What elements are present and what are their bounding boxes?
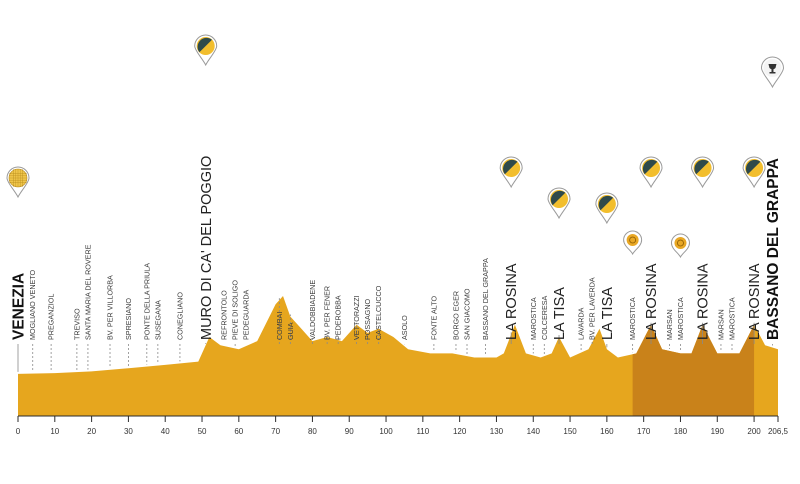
place-label: BORGO EGER bbox=[451, 291, 460, 340]
place-label: SAN GIACOMO bbox=[463, 288, 472, 340]
sprint-icon bbox=[626, 234, 639, 246]
sprint-pin bbox=[670, 233, 690, 259]
finish-pin bbox=[760, 56, 784, 89]
place-label: SPRESIANO bbox=[124, 298, 133, 340]
sprint-icon-ring bbox=[677, 239, 684, 247]
place-label: PREGANZIOL bbox=[47, 294, 56, 340]
x-tick-label: 30 bbox=[124, 427, 133, 436]
climb-pin bbox=[742, 156, 766, 189]
sprint-pin bbox=[623, 230, 643, 256]
x-tick-label: 60 bbox=[234, 427, 243, 436]
elevation-area bbox=[18, 296, 778, 416]
place-label: COLCERESA bbox=[540, 295, 549, 340]
x-tick-label: 0 bbox=[16, 427, 21, 436]
place-label: COMBAI bbox=[275, 312, 284, 340]
place-label: LA TISA bbox=[552, 287, 568, 340]
place-label: TREVISO bbox=[72, 308, 81, 340]
x-tick-label: 200 bbox=[747, 427, 761, 436]
climb-pin bbox=[691, 156, 715, 189]
climb-pin bbox=[639, 156, 663, 189]
place-markers: VENEZIA MOGLIANO VENETO PREGANZIOL TREVISO S… bbox=[10, 156, 782, 372]
place-label: SANTA MARIA DEL ROVERE bbox=[83, 244, 92, 340]
climb-icon-mountain bbox=[745, 159, 761, 175]
x-tick-label: 170 bbox=[637, 427, 651, 436]
place-label: PONTE DELLA PRIULA bbox=[142, 263, 151, 340]
place-label: MAROSTICA bbox=[628, 297, 637, 340]
x-tick-label: 160 bbox=[600, 427, 614, 436]
x-tick-label: 180 bbox=[674, 427, 688, 436]
x-tick-label: 100 bbox=[379, 427, 393, 436]
place-label: BASSANO DEL GRAPPA bbox=[765, 158, 782, 340]
x-axis-ticks: 0 10 20 30 40 50 60 70 80 90 100 110 120 130 140 150 160… bbox=[16, 416, 789, 436]
place-label: VALDOBBIADENE bbox=[308, 280, 317, 340]
trophy-icon bbox=[768, 64, 777, 70]
place-label: BV. PER FENER bbox=[323, 286, 332, 340]
trophy-base bbox=[769, 72, 776, 74]
climb-pin bbox=[595, 192, 619, 225]
circuit-area-path bbox=[632, 324, 755, 416]
x-tick-label: 50 bbox=[198, 427, 207, 436]
climb-pin bbox=[499, 156, 523, 189]
x-tick-label: 10 bbox=[50, 427, 59, 436]
place-label: SUSEGANA bbox=[153, 300, 162, 340]
x-tick-label: 70 bbox=[271, 427, 280, 436]
place-label: VETTORAZZI bbox=[352, 295, 361, 340]
place-label: POSSAGNO bbox=[363, 298, 372, 340]
x-tick-label: 90 bbox=[345, 427, 354, 436]
place-label: LA TISA bbox=[600, 287, 616, 340]
place-label: REFRONTOLO bbox=[220, 290, 229, 340]
place-label: LA ROSINA bbox=[504, 263, 520, 340]
trophy-stem bbox=[771, 69, 774, 72]
place-label: BASSANO DEL GRAPPA bbox=[481, 258, 490, 340]
place-label: BV. PER VILLORBA bbox=[106, 275, 115, 340]
x-tick-label: 130 bbox=[490, 427, 504, 436]
place-label: ASOLO bbox=[400, 315, 409, 340]
climb-icon-mountain bbox=[598, 195, 614, 211]
x-tick-label: 190 bbox=[711, 427, 725, 436]
place-label: MAROSTICA bbox=[728, 297, 737, 340]
sprint-icon bbox=[674, 237, 687, 249]
x-tick-label: 20 bbox=[87, 427, 96, 436]
place-label: LA ROSINA bbox=[747, 263, 763, 340]
place-label: VENEZIA bbox=[10, 273, 27, 340]
place-label: MARSAN bbox=[665, 309, 674, 340]
climb-pins bbox=[6, 34, 784, 259]
place-label: PEDEROBBA bbox=[334, 295, 343, 340]
x-tick-label: 206,5 bbox=[768, 427, 789, 436]
place-label: FONTE ALTO bbox=[429, 296, 438, 340]
start-pin bbox=[6, 166, 30, 199]
x-tick-label: 150 bbox=[563, 427, 577, 436]
x-tick-label: 80 bbox=[308, 427, 317, 436]
place-label: BV. PER LAVERDA bbox=[588, 277, 597, 340]
place-label: PIEVE DI SOLIGO bbox=[231, 280, 240, 340]
x-tick-label: 120 bbox=[453, 427, 467, 436]
place-label: CASTELCUCCO bbox=[374, 285, 383, 340]
x-tick-label: 140 bbox=[527, 427, 541, 436]
climb-pin bbox=[194, 34, 218, 67]
x-tick-label: 40 bbox=[161, 427, 170, 436]
place-label: MOGLIANO VENETO bbox=[28, 269, 37, 340]
climb-icon-mountain bbox=[642, 159, 658, 175]
place-label: PEDEGUARDA bbox=[242, 289, 251, 340]
place-label: MARSAN bbox=[716, 309, 725, 340]
climb-icon-mountain bbox=[550, 190, 566, 206]
place-label: MAROSTICA bbox=[529, 297, 538, 340]
place-label: LA ROSINA bbox=[644, 263, 660, 340]
place-label: LAVARDA bbox=[577, 307, 586, 340]
place-label: CONEGLIANO bbox=[175, 292, 184, 340]
place-label: MAROSTICA bbox=[676, 297, 685, 340]
climb-icon-mountain bbox=[503, 159, 518, 175]
climb-icon-mountain bbox=[197, 37, 212, 53]
elevation-area-path bbox=[18, 296, 778, 416]
x-tick-label: 110 bbox=[416, 427, 429, 436]
place-label: MURO DI CA' DEL POGGIO bbox=[199, 156, 215, 340]
climb-icon-mountain bbox=[694, 159, 709, 175]
place-label: LA ROSINA bbox=[696, 263, 712, 340]
climb-pin bbox=[547, 187, 571, 220]
place-label: GUIA bbox=[286, 322, 295, 340]
sprint-icon-ring bbox=[629, 236, 637, 244]
